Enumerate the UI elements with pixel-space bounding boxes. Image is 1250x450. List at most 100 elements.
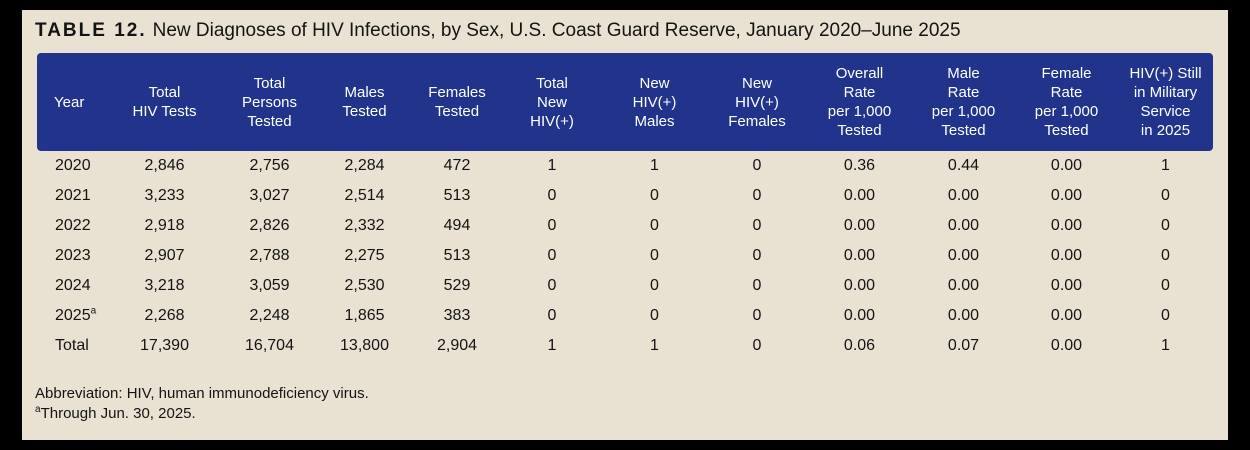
table-cell: 0.00 (843, 277, 876, 294)
table-cell: 1 (547, 337, 557, 354)
table-cell: 1 (1161, 157, 1170, 174)
table-cell: 513 (443, 187, 471, 204)
table-cell: 2,904 (436, 337, 478, 354)
column-header-females-tested: Females Tested (412, 53, 502, 151)
table-cell: 0 (1161, 277, 1170, 294)
table-cell: 2,756 (249, 157, 290, 174)
table-cell: 0 (1161, 307, 1170, 324)
table-cell: 3,059 (249, 277, 290, 294)
table-cell: 0 (547, 277, 557, 294)
table-cell: 0.00 (843, 217, 876, 234)
table-cell: 0 (650, 277, 659, 294)
table-cell: 2,530 (344, 277, 385, 294)
table-cell: 0.00 (843, 307, 876, 324)
table-cell: 3,233 (144, 187, 185, 204)
table-cell: 0 (650, 187, 659, 204)
table-row: 2021 3,233 3,027 2,514 513 0 0 0 0.00 0.00 0.00 0 (37, 181, 1213, 211)
table-row: 2020 2,846 2,756 2,284 472 1 1 0 0.36 0.44 0.00 1 (37, 151, 1213, 181)
table-cell: 0 (752, 187, 762, 204)
year-cell: 2025a (55, 305, 97, 324)
table-cell: 1 (650, 337, 659, 354)
table-cell: 3,218 (144, 277, 185, 294)
table-cell: 0.00 (1050, 337, 1083, 354)
table-cell: 2,284 (344, 157, 385, 174)
table-cell: 0.00 (947, 187, 980, 204)
table-cell: 0 (752, 277, 762, 294)
hiv-diagnoses-table: Year Total HIV Tests Total Persons Teste… (37, 53, 1213, 361)
table-cell: 0 (547, 247, 557, 264)
table-cell: 1 (547, 157, 557, 174)
table-cell: 0 (752, 157, 762, 174)
year-cell: 2022 (55, 217, 91, 234)
year-cell: 2021 (55, 187, 91, 204)
table-row: 2023 2,907 2,788 2,275 513 0 0 0 0.00 0.00 0.00 0 (37, 241, 1213, 271)
footnote-marker: a (35, 404, 41, 415)
column-header-new-hiv-females: New HIV(+) Females (707, 53, 807, 151)
table-cell: 0.36 (843, 157, 876, 174)
table-cell: 0.07 (947, 337, 980, 354)
table-cell: 383 (443, 307, 471, 324)
table-cell: 0 (752, 247, 762, 264)
table-cell: 2,514 (344, 187, 385, 204)
table-cell: 2,788 (249, 247, 290, 264)
table-cell: 3,027 (249, 187, 290, 204)
table-cell: 472 (443, 157, 471, 174)
page-title: TABLE 12. New Diagnoses of HIV Infections… (35, 20, 961, 42)
page: TABLE 12. New Diagnoses of HIV Infections… (22, 10, 1228, 440)
table-cell: 2,907 (144, 247, 185, 264)
table-body: 2020 2,846 2,756 2,284 472 1 1 0 0.36 0.44 0.00 1 20… (37, 151, 1213, 361)
column-header-total-hiv-tests: Total HIV Tests (107, 53, 222, 151)
table-cell: 17,390 (140, 337, 189, 354)
table-cell: 0 (752, 307, 762, 324)
table-cell: 13,800 (340, 337, 389, 354)
table-cell: 2,846 (144, 157, 185, 174)
column-header-total-new-hiv: Total New HIV(+) (502, 53, 602, 151)
table-cell: 16,704 (245, 337, 294, 354)
table-cell: 1 (1161, 337, 1170, 354)
footnotes: Abbreviation: HIV, human immunodeficienc… (35, 384, 369, 424)
table-cell: 2,275 (344, 247, 385, 264)
table-cell: 0.00 (843, 187, 876, 204)
column-header-still-in-service: HIV(+) Still in Military Service in 2025 (1118, 53, 1213, 151)
table-cell: 0.00 (1050, 187, 1083, 204)
table-cell: 0 (752, 337, 762, 354)
column-header-total-persons-tested: Total Persons Tested (222, 53, 317, 151)
table-cell: 0 (547, 307, 557, 324)
year-cell: 2024 (55, 277, 91, 294)
table-cell: 0.44 (947, 157, 980, 174)
column-header-new-hiv-males: New HIV(+) Males (602, 53, 707, 151)
table-cell: 0 (752, 217, 762, 234)
column-header-female-rate: Female Rate per 1,000 Tested (1015, 53, 1118, 151)
table-row: Total 17,390 16,704 13,800 2,904 1 1 0 0.06 0.07 0… (37, 331, 1213, 361)
footnote-marker: a (90, 305, 97, 317)
table-cell: 0.00 (947, 277, 980, 294)
table-header: Year Total HIV Tests Total Persons Teste… (37, 53, 1213, 151)
column-header-overall-rate: Overall Rate per 1,000 Tested (807, 53, 912, 151)
table-cell: 0.00 (1050, 277, 1083, 294)
abbreviation-note: Abbreviation: HIV, human immunodeficienc… (35, 385, 369, 402)
table-cell: 2,332 (344, 217, 385, 234)
table-cell: 0.06 (843, 337, 876, 354)
footnote-text: Through Jun. 30, 2025. (40, 405, 196, 422)
table-header-row: Year Total HIV Tests Total Persons Teste… (37, 53, 1213, 151)
table-title-text: New Diagnoses of HIV Infections, by Sex,… (152, 20, 961, 41)
table-cell: 1 (650, 157, 659, 174)
table-cell: 0.00 (947, 217, 980, 234)
table-cell: 2,268 (144, 307, 185, 324)
table-row: 2025a 2,268 2,248 1,865 383 0 0 0 0.00 0.00 0.00 0 (37, 301, 1213, 331)
table-cell: 0 (1161, 217, 1170, 234)
table-row: 2022 2,918 2,826 2,332 494 0 0 0 0.00 0.00 0.00 0 (37, 211, 1213, 241)
table-cell: 0 (547, 187, 557, 204)
table-cell: 2,826 (249, 217, 290, 234)
table-number-label: TABLE 12. (35, 20, 147, 41)
table-cell: 0.00 (947, 247, 980, 264)
date-note: aThrough Jun. 30, 2025. (35, 404, 369, 424)
table-cell: 0.00 (1050, 157, 1083, 174)
table-cell: 0 (1161, 247, 1170, 264)
column-header-male-rate: Male Rate per 1,000 Tested (912, 53, 1015, 151)
table-cell: 0.00 (1050, 217, 1083, 234)
table-row: 2024 3,218 3,059 2,530 529 0 0 0 0.00 0.00 0.00 0 (37, 271, 1213, 301)
table-cell: 2,918 (144, 217, 185, 234)
table-cell: 0 (547, 217, 557, 234)
year-cell: 2023 (55, 247, 91, 264)
